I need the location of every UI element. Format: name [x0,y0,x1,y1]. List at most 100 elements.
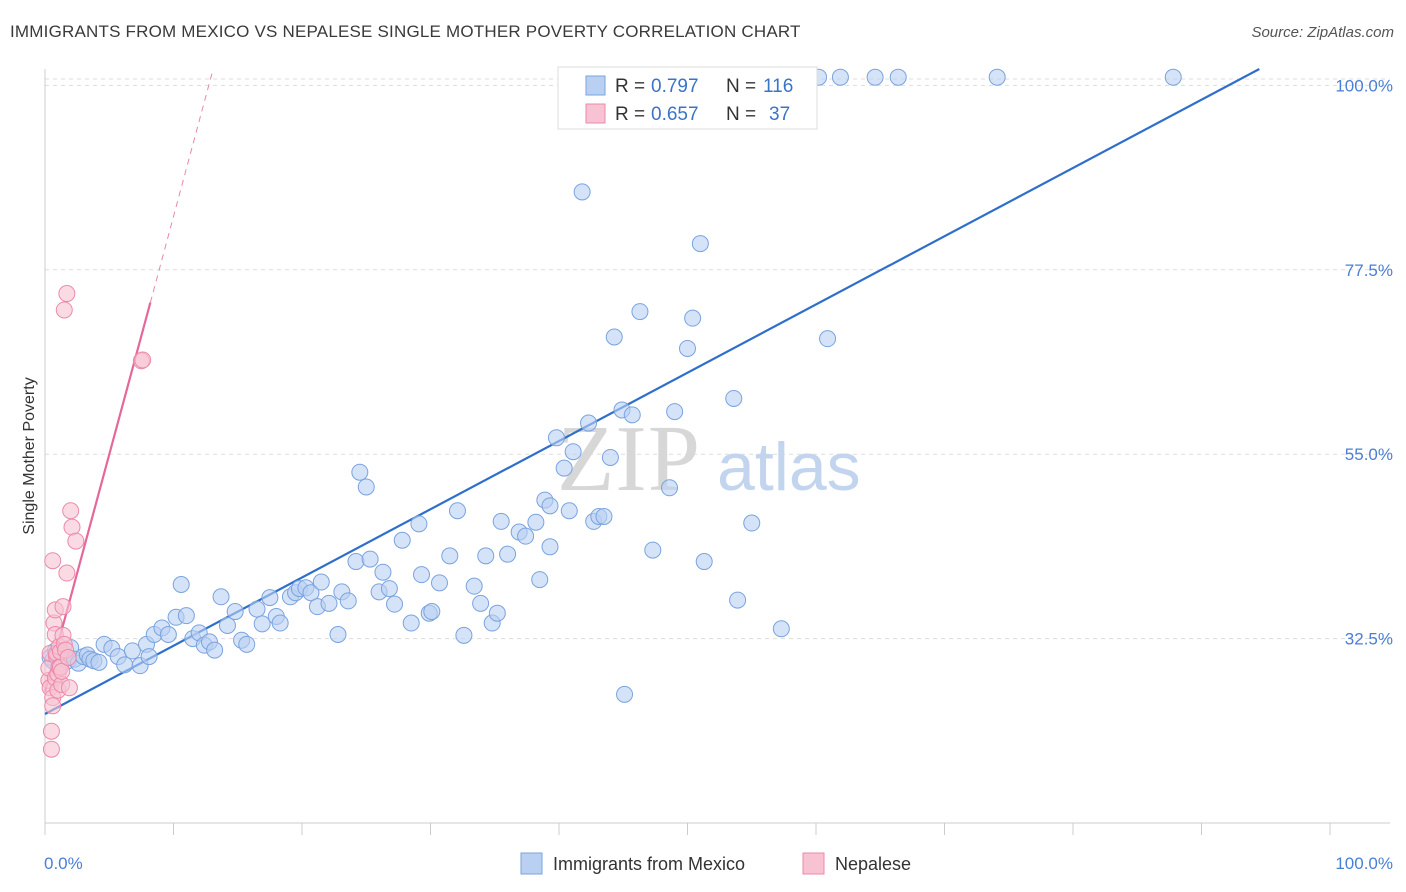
mexico-point [218,616,236,634]
mexico-point [1164,68,1182,86]
mexico-point [684,309,702,327]
nepalese-point [58,564,76,582]
mexico-point [541,538,559,556]
mexico-trend-segment [44,68,1260,715]
nepalese-points [40,285,152,758]
legend-swatch-pink [585,103,606,124]
mexico-point [248,600,266,618]
mexico-point [423,603,441,621]
mexico-point [492,512,510,530]
bottom-legend: Immigrants from Mexico Nepalese [520,852,911,875]
y-axis-title: Single Mother Poverty [21,377,38,534]
nepalese-point [60,679,78,697]
nepalese-trend-extension [149,72,213,303]
mexico-point [527,513,545,531]
legend-r-value-1: 0.797 [651,76,699,97]
mexico-point [531,571,549,589]
mexico-point [623,406,641,424]
mexico-point [261,589,279,607]
nepalese-point [59,648,77,666]
y-tick-label-1: 55.0% [1345,445,1393,464]
mexico-point [455,626,473,644]
x-tick-labels: 0.0% 100.0% [44,854,1393,873]
nepalese-point [44,697,62,715]
mexico-point [177,607,195,625]
bottom-legend-label-nepalese: Nepalese [835,854,911,874]
mexico-point [361,550,379,568]
mexico-point [605,328,623,346]
mexico-point [393,531,411,549]
y-tick-label-2: 77.5% [1345,261,1393,280]
mexico-point [725,389,743,407]
mexico-point [695,553,713,571]
mexico-point [347,553,365,571]
mexico-point [380,580,398,598]
nepalese-point [55,301,73,319]
mexico-point [564,443,582,461]
watermark-atlas: atlas [717,429,861,505]
mexico-point [320,594,338,612]
mexico-point [560,502,578,520]
mexico-point [573,183,591,201]
mexico-point [772,620,790,638]
legend-n-label-1: N = [726,76,756,97]
mexico-point [302,584,320,602]
mexico-point [743,514,761,532]
mexico-point [441,547,459,565]
mexico-point [595,507,613,525]
mexico-point [541,497,559,515]
nepalese-point [44,552,62,570]
mexico-point [339,592,357,610]
legend: R = 0.797 N = 116 R = 0.657 N = 37 [557,66,818,130]
legend-n-label-2: N = [726,104,756,125]
mexico-point [172,576,190,594]
mexico-point [448,502,466,520]
mexico-point [159,626,177,643]
x-tick-label-0: 0.0% [44,854,83,873]
mexico-points [41,68,1182,703]
nepalese-point [54,598,72,616]
mexico-point [357,478,375,496]
nepalese-point [134,351,152,369]
mexico-point [601,448,619,466]
mexico-point [616,685,634,703]
legend-n-value-2: 37 [769,104,790,125]
mexico-point [644,541,662,559]
mexico-point [631,303,649,321]
nepalese-point [58,285,76,303]
mexico-point [661,479,679,497]
y-tick-label-3: 100.0% [1335,76,1393,95]
source-label: Source: ZipAtlas.com [1251,24,1394,41]
mexico-point [819,330,837,348]
mexico-point [517,527,535,545]
mexico-point [116,656,134,674]
nepalese-point [62,502,80,520]
nepalese-point [67,532,85,550]
mexico-point [831,68,849,86]
nepalese-point [53,662,71,680]
mexico-point [866,68,884,86]
mexico-point [477,547,495,565]
mexico-point [90,653,108,671]
bottom-legend-swatch-nepalese [802,852,825,875]
mexico-point [488,604,506,622]
legend-r-value-2: 0.657 [651,104,699,125]
mexico-point [271,614,289,632]
grid [45,78,1390,640]
mexico-point [374,563,392,581]
chart-title: IMMIGRANTS FROM MEXICO VS NEPALESE SINGL… [10,22,801,41]
mexico-point [402,614,420,632]
mexico-point [465,577,483,595]
mexico-point [691,235,709,253]
legend-n-value-1: 116 [763,76,793,97]
legend-r-label-1: R = [615,76,645,97]
mexico-point [238,635,256,653]
mexico-point [472,594,490,612]
nepalese-point [42,740,60,758]
y-tick-labels: 32.5% 55.0% 77.5% 100.0% [1335,76,1393,648]
mexico-point [430,574,448,592]
x-tick-label-1: 100.0% [1335,854,1393,873]
mexico-point [212,588,230,606]
mexico-point [329,626,347,643]
mexico-point [410,515,428,533]
